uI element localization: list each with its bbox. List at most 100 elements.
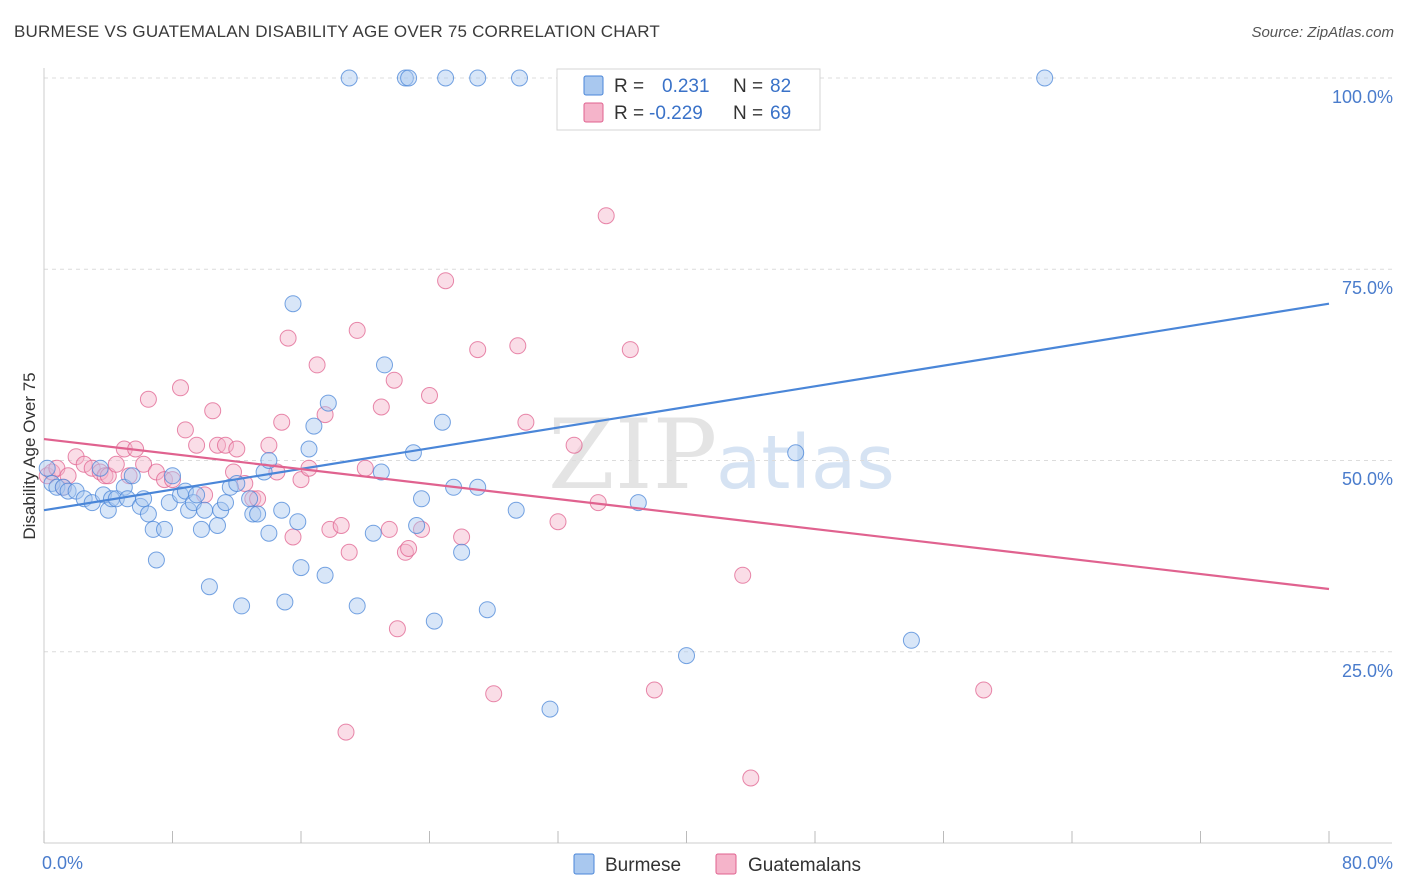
legend-n-value-2: 69	[770, 103, 791, 124]
series-legend: Burmese Guatemalans	[573, 853, 861, 876]
guatemalans-point-39	[308, 356, 326, 374]
guatemalans-point-19	[164, 471, 181, 489]
guatemalans-point-65	[621, 341, 639, 359]
legend-r-label-1: R =	[614, 76, 644, 97]
guatemalans-point-21	[176, 421, 194, 439]
burmese-point-67	[425, 612, 443, 630]
guatemalans-point-42	[332, 517, 350, 534]
burmese-point-78	[902, 631, 920, 649]
guatemalans-point-46	[356, 459, 374, 477]
legend-r-value-2: -0.229	[649, 103, 703, 124]
burmese-point-44	[233, 597, 251, 615]
guatemalans-point-35	[279, 329, 297, 347]
burmese-point-15	[91, 459, 109, 477]
burmese-point-2	[400, 69, 418, 87]
guatemalans-point-55	[437, 272, 455, 290]
burmese-point-54	[289, 513, 307, 531]
burmese-point-41	[217, 494, 234, 512]
guatemalans-point-47	[372, 398, 390, 416]
burmese-point-58	[316, 566, 334, 584]
burmese-point-4	[469, 69, 487, 87]
guatemalans-point-20	[172, 379, 189, 397]
guatemalans-point-69	[975, 681, 993, 699]
x-tick-label-80: 80.0%	[1342, 853, 1393, 873]
burmese-point-6	[1036, 69, 1054, 87]
guatemalans-point-41	[321, 520, 339, 538]
burmese-point-25	[139, 505, 157, 523]
guatemalans-point-67	[734, 566, 752, 584]
burmese-point-39	[209, 517, 226, 534]
burmese-points	[38, 69, 1054, 718]
burmese-trend-line	[43, 302, 1330, 512]
burmese-point-45	[241, 490, 259, 508]
burmese-point-36	[192, 520, 210, 538]
burmese-point-22	[123, 467, 141, 485]
x-axis-ticks	[43, 831, 1330, 843]
y-axis-label: Disability Age Over 75	[20, 372, 39, 539]
burmese-point-46	[244, 505, 262, 523]
burmese-point-65	[408, 517, 426, 534]
burmese-point-52	[276, 593, 294, 611]
guatemalans-point-52	[400, 540, 418, 557]
burmese-point-70	[453, 543, 471, 561]
burmese-point-7	[38, 459, 56, 477]
guatemalans-point-34	[273, 413, 291, 431]
burmese-point-57	[305, 417, 323, 435]
guatemalans-point-62	[565, 436, 583, 454]
guatemalans-point-56	[453, 528, 471, 546]
chart-title: BURMESE VS GUATEMALAN DISABILITY AGE OVE…	[14, 22, 660, 41]
x-tick-label-0: 0.0%	[42, 853, 83, 873]
guatemalans-swatch	[583, 102, 604, 123]
guatemalans-point-59	[509, 337, 527, 355]
burmese-point-9	[48, 478, 66, 496]
burmese-point-5	[511, 69, 528, 87]
legend-n-label-1: N =	[733, 76, 763, 97]
watermark-atlas: atlas	[716, 420, 895, 506]
guatemalans-point-22	[188, 436, 206, 454]
burmese-point-73	[507, 501, 525, 519]
guatemalans-point-61	[549, 513, 567, 531]
burmese-point-56	[300, 440, 318, 458]
guatemalans-point-68	[742, 769, 760, 787]
burmese-point-37	[196, 501, 214, 519]
guatemalans-point-45	[348, 321, 366, 339]
guatemalans-point-15	[135, 455, 153, 473]
burmese-point-66	[413, 490, 430, 508]
y-tick-label-100: 100.0%	[1332, 87, 1393, 107]
burmese-point-72	[478, 601, 496, 619]
burmese-point-62	[372, 463, 390, 481]
burmese-point-60	[348, 597, 366, 615]
guatemalans-point-24	[204, 402, 222, 420]
guatemalans-point-54	[421, 387, 438, 404]
burmese-point-68	[433, 413, 451, 431]
guatemalans-point-11	[107, 455, 125, 473]
burmese-point-0	[340, 69, 358, 87]
guatemalans-point-36	[284, 528, 302, 546]
guatemalans-point-44	[340, 543, 358, 561]
burmese-point-77	[787, 444, 805, 462]
watermark-zip: ZIP	[548, 399, 717, 511]
burmese-point-50	[260, 524, 278, 542]
guatemalans-point-60	[517, 413, 535, 431]
burmese-point-47	[249, 505, 267, 523]
burmese-point-76	[678, 647, 695, 665]
guatemalans-point-49	[385, 371, 403, 389]
guatemalans-points	[38, 207, 993, 787]
burmese-point-59	[319, 394, 337, 412]
burmese-point-35	[188, 486, 206, 504]
guatemalans-point-28	[228, 440, 246, 458]
guatemalans-point-32	[260, 436, 278, 454]
legend-r-value-1: 0.231	[662, 76, 710, 97]
burmese-point-51	[273, 501, 291, 519]
legend-n-label-2: N =	[733, 103, 763, 124]
guatemalans-legend-label: Guatemalans	[748, 855, 861, 876]
burmese-point-28	[156, 520, 173, 538]
guatemalans-point-48	[380, 520, 398, 538]
burmese-legend-label: Burmese	[605, 855, 681, 876]
y-tick-label-25: 25.0%	[1342, 661, 1393, 681]
legend-n-value-1: 82	[770, 76, 791, 97]
source-credit: Source: ZipAtlas.com	[1251, 24, 1394, 41]
burmese-point-27	[147, 551, 165, 569]
guatemalans-point-57	[469, 341, 487, 359]
